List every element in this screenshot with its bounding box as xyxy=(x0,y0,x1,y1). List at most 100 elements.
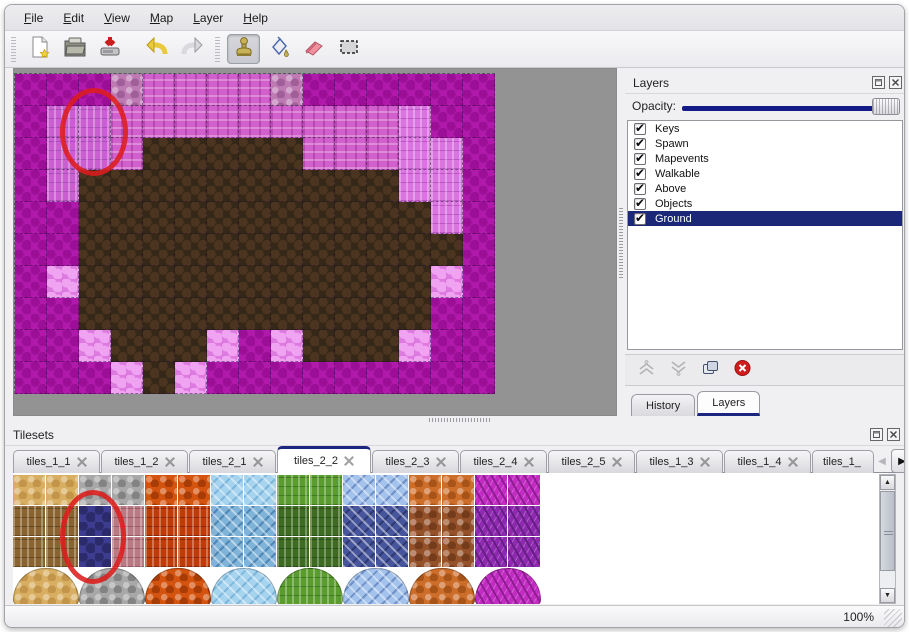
map-tile-pink-fluff[interactable] xyxy=(79,330,111,362)
close-panel-icon[interactable] xyxy=(887,428,900,441)
map-tile-brown-ground[interactable] xyxy=(271,266,303,298)
map-tile-brown-ground[interactable] xyxy=(143,266,175,298)
map-tile-magenta-ground[interactable] xyxy=(207,362,239,394)
tileset-tile-bark[interactable] xyxy=(46,506,79,537)
map-tile-magenta-ground[interactable] xyxy=(463,362,495,394)
tileset-tile-sand[interactable] xyxy=(46,475,79,506)
map-tile-brown-ground[interactable] xyxy=(399,298,431,330)
map-tile-magenta-ground[interactable] xyxy=(463,330,495,362)
map-tile-pink-brick-wall[interactable] xyxy=(303,106,335,138)
map-tile-magenta-ground[interactable] xyxy=(15,330,47,362)
map-tile-pink-fluff[interactable] xyxy=(399,330,431,362)
tileset-tile-bluecrys[interactable] xyxy=(343,475,376,506)
float-panel-icon[interactable] xyxy=(872,76,885,89)
tileset-view[interactable] xyxy=(13,473,888,604)
tileset-tile-bark[interactable] xyxy=(46,537,79,568)
map-tile-magenta-ground[interactable] xyxy=(463,202,495,234)
map-tile-magenta-ground[interactable] xyxy=(47,330,79,362)
map-tile-pink-brick-wall[interactable] xyxy=(111,138,143,170)
tileset-scrollbar[interactable]: ▲ ▼ xyxy=(879,474,896,604)
tileset-tab-tiles_2_2[interactable]: tiles_2_2 xyxy=(277,446,371,473)
map-tile-pink-brick-wall[interactable] xyxy=(303,138,335,170)
map-tile-brown-ground[interactable] xyxy=(335,234,367,266)
tileset-tile-bluecrys[interactable] xyxy=(376,475,409,506)
fill-tool-button[interactable] xyxy=(262,34,295,64)
map-tile-brown-ground[interactable] xyxy=(175,330,207,362)
map-tile-magenta-ground[interactable] xyxy=(399,362,431,394)
map-tile-pink-brick-wall[interactable] xyxy=(335,138,367,170)
map-tile-pink-brick-wall[interactable] xyxy=(143,74,175,106)
map-tile-magenta-ground[interactable] xyxy=(15,234,47,266)
menu-help[interactable]: Help xyxy=(243,10,268,25)
map-tile-brown-ground[interactable] xyxy=(79,234,111,266)
layer-visibility-checkbox[interactable] xyxy=(634,196,646,210)
tileset-tile-fire[interactable] xyxy=(145,537,178,568)
tileset-tile-rust[interactable] xyxy=(442,475,475,506)
map-tile-brown-ground[interactable] xyxy=(303,170,335,202)
map-tile-brown-ground[interactable] xyxy=(143,138,175,170)
map-tile-brown-ground[interactable] xyxy=(143,362,175,394)
map-tile-magenta-ground[interactable] xyxy=(79,74,111,106)
map-tile-brown-ground[interactable] xyxy=(303,266,335,298)
map-tile-brown-ground[interactable] xyxy=(111,202,143,234)
raise-layer-icon[interactable] xyxy=(637,359,656,382)
layer-visibility-checkbox[interactable] xyxy=(634,211,646,225)
tileset-tile-lava[interactable] xyxy=(145,475,178,506)
close-tab-icon[interactable] xyxy=(612,457,622,467)
map-tile-brown-ground[interactable] xyxy=(367,266,399,298)
map-tile-pink-stone-wall[interactable] xyxy=(271,74,303,106)
map-tile-pink-brick-wall[interactable] xyxy=(175,74,207,106)
map-tile-magenta-ground[interactable] xyxy=(239,330,271,362)
map-tile-brown-ground[interactable] xyxy=(143,330,175,362)
map-tile-brown-ground[interactable] xyxy=(111,266,143,298)
tileset-tile-purpleweb[interactable] xyxy=(508,506,541,537)
tileset-bush-magweb[interactable] xyxy=(475,568,541,604)
map-tile-light-pink-wall[interactable] xyxy=(399,138,431,170)
close-tab-icon[interactable] xyxy=(165,457,175,467)
duplicate-layer-icon[interactable] xyxy=(701,359,720,382)
menu-edit[interactable]: Edit xyxy=(63,10,85,25)
map-tile-brown-ground[interactable] xyxy=(399,202,431,234)
map-tile-brown-ground[interactable] xyxy=(399,234,431,266)
tileset-tile-lava[interactable] xyxy=(178,475,211,506)
map-tile-magenta-ground[interactable] xyxy=(431,298,463,330)
layer-list[interactable]: Keys Spawn Mapevents Walkable Above Objects Gr… xyxy=(627,120,903,350)
scrollbar-thumb[interactable] xyxy=(880,491,895,571)
map-tile-brown-ground[interactable] xyxy=(239,138,271,170)
menu-layer[interactable]: Layer xyxy=(193,10,224,25)
layer-visibility-checkbox[interactable] xyxy=(634,121,646,135)
map-tile-pink-crystal-wall[interactable] xyxy=(47,138,79,170)
map-tile-magenta-ground[interactable] xyxy=(47,202,79,234)
map-tile-brown-ground[interactable] xyxy=(175,298,207,330)
map-tile-light-pink-wall[interactable] xyxy=(431,170,463,202)
map-tile-brown-ground[interactable] xyxy=(143,202,175,234)
close-tab-icon[interactable] xyxy=(788,457,798,467)
tileset-tile-fire[interactable] xyxy=(178,537,211,568)
map-tile-magenta-ground[interactable] xyxy=(399,74,431,106)
layer-row-objects[interactable]: Objects xyxy=(628,196,902,211)
close-tab-icon[interactable] xyxy=(77,457,87,467)
map-tile-pink-fluff[interactable] xyxy=(431,266,463,298)
map-tile-brown-ground[interactable] xyxy=(335,266,367,298)
map-tile-brown-ground[interactable] xyxy=(207,298,239,330)
tileset-tile-darkvine[interactable] xyxy=(277,537,310,568)
layer-row-walkable[interactable]: Walkable xyxy=(628,166,902,181)
map-tile-brown-ground[interactable] xyxy=(79,170,111,202)
map-tile-brown-ground[interactable] xyxy=(207,138,239,170)
map-tile-pink-stone-wall[interactable] xyxy=(111,74,143,106)
map-tile-brown-ground[interactable] xyxy=(79,298,111,330)
layer-visibility-checkbox[interactable] xyxy=(634,166,646,180)
tileset-bush-gstone[interactable] xyxy=(79,568,145,604)
map-tile-brown-ground[interactable] xyxy=(239,234,271,266)
map-tile-magenta-ground[interactable] xyxy=(463,74,495,106)
map-tile-brown-ground[interactable] xyxy=(367,234,399,266)
tileset-tab-tiles_2_4[interactable]: tiles_2_4 xyxy=(460,450,547,473)
map-tile-pink-brick-wall[interactable] xyxy=(367,138,399,170)
scroll-down-icon[interactable]: ▼ xyxy=(880,588,895,603)
map-tile-light-pink-wall[interactable] xyxy=(431,138,463,170)
map-tile-pink-brick-wall[interactable] xyxy=(207,74,239,106)
tileset-tile-bark[interactable] xyxy=(13,537,46,568)
map-tile-magenta-ground[interactable] xyxy=(431,362,463,394)
map-tile-brown-ground[interactable] xyxy=(303,234,335,266)
map-tile-light-pink-wall[interactable] xyxy=(431,202,463,234)
